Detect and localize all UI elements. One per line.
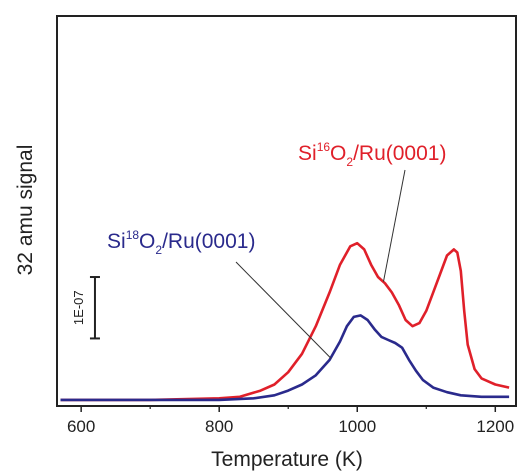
annot-si16-sup: 16 [317, 140, 331, 154]
scale-bar: 1E-07 [71, 276, 100, 340]
annot-si16-tail: /Ru(0001) [353, 142, 446, 165]
annot-si18-sup: 18 [126, 228, 140, 242]
annot-si18-sub: 2 [155, 243, 162, 257]
annotation-leaders [235, 169, 406, 359]
plot-area [56, 15, 517, 407]
annot-si18-mid: O [139, 230, 155, 253]
annotation-leader-si16 [382, 169, 406, 282]
annotation-si16: Si16O2/Ru(0001) [298, 140, 446, 169]
series-line-si18 [60, 314, 510, 402]
annot-si16-base: Si [298, 142, 317, 165]
annot-si16-mid: O [330, 142, 346, 165]
plot-frame [56, 15, 517, 407]
series-line-si16 [60, 241, 510, 402]
annot-si16-sub: 2 [346, 155, 353, 169]
annot-si18-base: Si [107, 230, 126, 253]
scale-bar-label: 1E-07 [71, 290, 86, 325]
x-tick-label-800: 800 [205, 417, 233, 436]
annot-si18-tail: /Ru(0001) [162, 230, 255, 253]
y-axis-title: 32 amu signal [14, 145, 37, 276]
series-lines [60, 241, 510, 402]
x-tick-label-600: 600 [67, 417, 95, 436]
x-axis-title: Temperature (K) [211, 448, 363, 471]
x-tick-label-1000: 1000 [338, 417, 376, 436]
x-tick-label-1200: 1200 [476, 417, 514, 436]
x-axis-ticks: 600 800 1000 1200 [67, 406, 514, 436]
annotation-leader-si18 [235, 261, 332, 359]
annotation-si18: Si18O2/Ru(0001) [107, 228, 255, 257]
